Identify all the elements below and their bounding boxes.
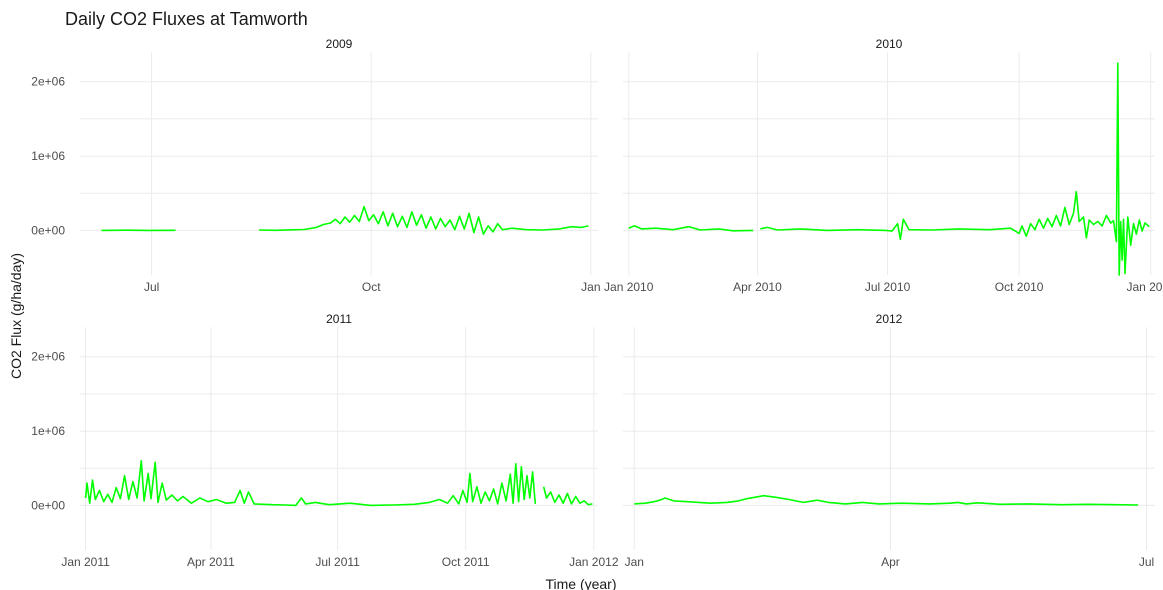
facet-label: 2011 [326,312,352,326]
x-tick-label: Apr 2010 [733,280,782,294]
chart-title: Daily CO2 Fluxes at Tamworth [65,9,308,29]
series-line [542,486,593,506]
y-tick-label: 1e+06 [31,149,65,163]
y-axis-title: CO2 Flux (g/ha/day) [8,253,24,379]
facet-label: 2009 [326,37,353,51]
y-tick-label: 2e+06 [31,75,65,89]
x-tick-label: Apr 2011 [187,555,235,569]
y-tick-label: 0e+00 [31,223,65,237]
facet-label: 2012 [876,312,903,326]
x-axis-title: Time (year) [545,576,616,590]
x-tick-label: Jan 2010 [604,280,654,294]
series-line [634,494,1139,506]
panel-2009: 0e+00 1e+06 2e+06 Jul Oct Jan 2009 [31,37,600,294]
x-tick-label: Jul [144,280,159,294]
facet-panels: 0e+00 1e+06 2e+06 Jul Oct Jan 2009 Jan 2010 Apr … [31,37,1163,569]
series-line [258,205,589,235]
x-tick-label: Jan 2011 [61,555,110,569]
y-tick-label: 2e+06 [31,350,65,364]
x-tick-label: Jan 2011 [1126,280,1163,294]
x-tick-label: Jan 2012 [569,555,619,569]
x-tick-label: Apr [881,555,900,569]
x-tick-label: Jan [581,280,600,294]
panel-2010: Jan 2010 Apr 2010 Jul 2010 Oct 2010 Jan 2011… [604,37,1163,294]
panel-2012: Jan Apr Jul 2012 [623,312,1155,569]
x-tick-label: Oct 2011 [442,555,490,569]
series-line [760,62,1150,276]
panel-2011: 0e+00 1e+06 2e+06 Jan 2011 Apr 2011 Jul 2011 O… [31,312,619,569]
x-tick-label: Jul [1139,555,1154,569]
y-tick-label: 1e+06 [31,424,65,438]
x-tick-label: Oct 2010 [995,280,1044,294]
x-tick-label: Jan [625,555,644,569]
series-line [84,460,537,507]
facet-label: 2010 [876,37,903,51]
series-line [628,225,754,232]
y-tick-label: 0e+00 [31,498,65,512]
x-tick-label: Jul 2011 [315,555,360,569]
x-tick-label: Oct [362,280,381,294]
x-tick-label: Jul 2010 [865,280,911,294]
